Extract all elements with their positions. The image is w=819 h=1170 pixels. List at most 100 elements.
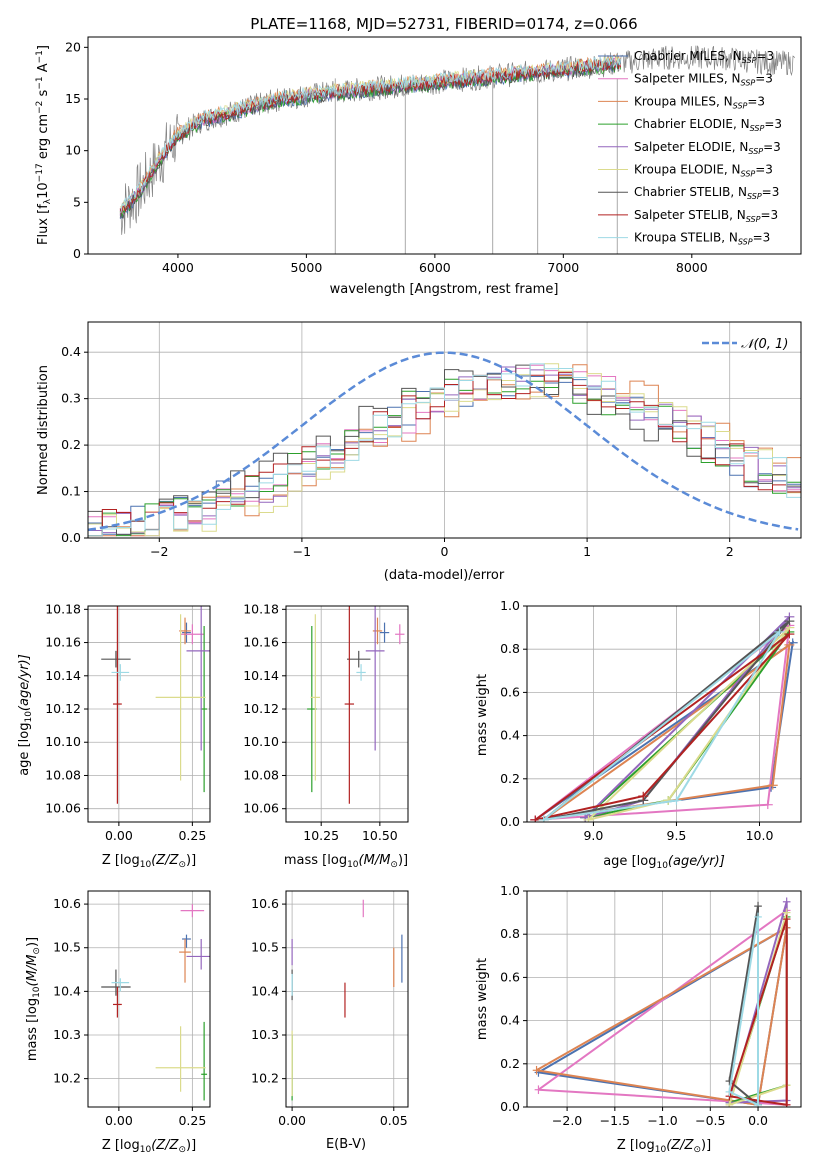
mass-vs-metallicity-panel: 0.00 0.25 10.2 10.3 10.4 10.5 10.6 [53,890,211,1128]
x-tick-label: 4000 [162,260,194,275]
legend-value: =3 [763,140,781,154]
age-vs-mass-labels: mass [log10(M/M⊙)] [284,853,408,870]
y-tick-label: 15 [65,91,81,106]
y-tick-label: 10.6 [53,896,81,911]
x-tick-label: 9.5 [667,828,687,843]
y-tick-label: 10.10 [45,734,81,749]
legend-label: Kroupa ELODIE, NSSP=3 [634,163,773,179]
mass-weight-line [536,925,789,1106]
residuals-y-label: Normed distribution [36,365,51,495]
y-tick-label: 10.6 [251,896,279,911]
x-tick-label: 10.0 [746,828,774,843]
wAge-y-label: mass weight [475,674,490,756]
spectrum-plot-area [119,45,795,254]
y-tick-label: 10.3 [251,1027,279,1042]
x-tick-label: −2.0 [552,1113,582,1128]
panel-marks [532,897,791,1107]
y-tick-label: 0.8 [500,926,520,941]
y-tick-label: 0.4 [500,728,520,743]
panel-frame [87,890,211,1108]
y-tick-label: 1.0 [500,883,520,898]
y-tick-label: 0 [73,246,81,261]
x-tick-label: 10.25 [303,828,339,843]
x-tick-label: 0.00 [278,1113,306,1128]
legend-value: =3 [756,49,774,63]
legend-subscript: SSP [741,170,756,179]
y-tick-label: 10.4 [251,983,279,998]
x-tick-label: 9.0 [583,828,603,843]
legend-subscript: SSP [750,124,765,133]
spectrum-frame [87,36,802,255]
ageZ-y-label: age [log10(age/yr)] [17,654,34,776]
model-spectrum-line [119,53,621,216]
weight-vs-age-labels: age [log10(age/yr)] mass weight [475,674,725,871]
residuals-panel: −2 −1 0 1 2 0.0 0.1 0.2 0.3 0.4 (data-model)/err… [36,321,802,583]
residuals-x-ticks: −2 −1 0 1 2 [150,538,734,559]
legend-name: Chabrier ELODIE, N [634,117,750,131]
weight-vs-age-panel: 9.0 9.5 10.0 0.0 0.2 0.4 0.6 0.8 1.0 [500,598,802,843]
mass-vs-ebv-panel: 0.00 0.05 10.2 10.3 10.4 10.5 10.6 [251,890,409,1128]
legend-label: Chabrier MILES, NSSP=3 [634,49,774,65]
y-tick-label: 5 [73,194,81,209]
panel-frame [87,605,211,823]
panel-frame [285,605,409,823]
legend-name: Chabrier MILES, N [634,49,742,63]
model-spectrum-line [119,54,621,211]
mass-weight-line [542,631,781,821]
ageZ-x-label: Z [log10(Z/Z⊙)] [102,853,196,870]
y-tick-label: 10.12 [243,701,279,716]
y-tick-label: 10.18 [243,601,279,616]
y-tick-label: 0.1 [61,484,81,499]
legend-label: Salpeter MILES, NSSP=3 [634,72,773,88]
panel-frame [285,890,409,1108]
legend-label: Chabrier STELIB, NSSP=3 [634,185,779,201]
x-tick-label: 6000 [419,260,451,275]
x-tick-label: 0 [441,544,449,559]
mZ-y-label: mass [log10(M/M⊙)] [25,937,42,1061]
legend-subscript: SSP [741,79,756,88]
residual-histogram [88,363,801,537]
mass-vs-ebv-labels: E(B-V) [326,1137,366,1152]
legend-name: Salpeter MILES, N [634,72,741,86]
y-tick-label: 0.0 [500,1099,520,1114]
x-tick-label: −1.0 [647,1113,677,1128]
y-tick-label: 10.2 [251,1071,279,1086]
x-tick-label: 7000 [547,260,579,275]
panel-marks [101,904,210,1101]
y-tick-label: 10.08 [243,767,279,782]
x-tick-label: −2 [150,544,168,559]
panel-frame [526,890,802,1108]
y-tick-label: 0.8 [500,641,520,656]
y-tick-label: 10.16 [45,635,81,650]
legend-name: Salpeter ELODIE, N [634,140,748,154]
residuals-x-label: (data-model)/error [384,568,505,583]
legend-value: =3 [747,94,765,108]
x-tick-label: 5000 [290,260,322,275]
legend-label: Kroupa STELIB, NSSP=3 [634,231,770,247]
panel-marks [307,606,405,804]
mass-weight-line [543,642,791,821]
spectrum-panel: PLATE=1168, MJD=52731, FIBERID=0174, z=0… [35,15,802,297]
y-tick-label: 10.06 [243,801,279,816]
y-tick-label: 10.18 [45,601,81,616]
weight-vs-metallicity-panel: −2.0 −1.5 −1.0 −0.5 0.0 0.0 0.2 0.4 0.6 0.8 1.0 [500,883,802,1128]
age-vs-mass-panel: 10.25 10.50 10.06 10.08 10.10 10.12 10.14 10.16… [243,601,409,843]
model-spectrum-line [119,55,621,213]
x-tick-label: −1.5 [600,1113,630,1128]
spectrum-lines [119,45,795,254]
y-tick-label: 10.10 [243,734,279,749]
wAge-x-label: age [log10(age/yr)] [603,854,725,871]
y-tick-label: 10.08 [45,767,81,782]
y-tick-label: 0.2 [500,1056,520,1071]
x-tick-label: −1 [293,544,311,559]
y-tick-label: 10.12 [45,701,81,716]
y-tick-label: 10.3 [53,1027,81,1042]
mass-weight-line [728,916,759,1107]
legend-name: Salpeter STELIB, N [634,208,746,222]
spectrum-y-label: Flux [fλ10−17 erg cm−2 s−1 A−1] [35,45,53,245]
residuals-y-ticks: 0.0 0.1 0.2 0.3 0.4 [61,344,88,545]
mZ-x-label: Z [log10(Z/Z⊙)] [102,1138,196,1155]
wZ-y-label: mass weight [475,958,490,1040]
y-tick-label: 0.4 [500,1013,520,1028]
